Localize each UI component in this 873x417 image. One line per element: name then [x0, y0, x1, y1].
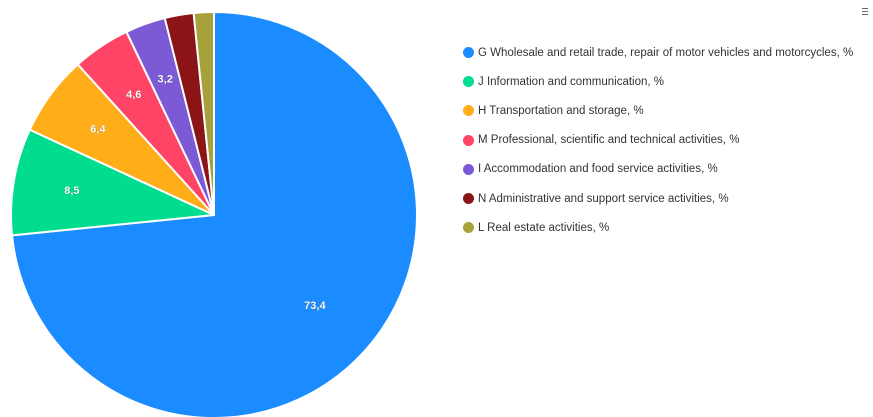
- pie-slices: [10, 11, 418, 417]
- data-label-m-professional: 4,6: [126, 89, 141, 101]
- legend-marker-icon: [463, 193, 474, 205]
- legend-marker-icon: [463, 47, 474, 59]
- pie-data-labels: 73,4 8,5 6,4 4,6 3,2: [64, 73, 327, 312]
- legend-label: H Transportation and storage, %: [478, 104, 644, 117]
- legend-marker-icon: [463, 76, 474, 88]
- data-label-g-wholesale-and-retail-trade: 73,4: [304, 300, 326, 312]
- legend-marker-icon: [463, 222, 474, 234]
- legend-item-j-information-and-communication[interactable]: J Information and communication, %: [463, 67, 853, 96]
- data-label-i-accommodation-and-food-service-activities: 3,2: [158, 73, 173, 85]
- pie-slice-l-real-estate-activities[interactable]: [192, 11, 215, 216]
- legend-marker-icon: [463, 163, 474, 175]
- legend-item-g-wholesale-and-retail-trade[interactable]: G Wholesale and retail trade, repair of …: [463, 38, 853, 67]
- hamburger-menu-icon[interactable]: [862, 8, 871, 17]
- chart-legend: G Wholesale and retail trade, repair of …: [463, 38, 853, 242]
- legend-marker-icon: [463, 105, 474, 117]
- data-label-j-information-and-communication: 8,5: [64, 185, 79, 197]
- data-label-h-transportation-and-storage: 6,4: [90, 123, 106, 135]
- legend-item-l-real-estate-activities[interactable]: L Real estate activities, %: [463, 213, 853, 242]
- legend-item-h-transportation-and-storage[interactable]: H Transportation and storage, %: [463, 96, 853, 125]
- legend-label: L Real estate activities, %: [478, 221, 610, 234]
- legend-item-n-administrative-and-support-service-activities[interactable]: N Administrative and support service act…: [463, 184, 853, 213]
- pie-slice-j-information-and-communication[interactable]: [10, 128, 215, 237]
- legend-marker-icon: [463, 134, 474, 146]
- legend-label: N Administrative and support service act…: [478, 192, 729, 205]
- legend-label: G Wholesale and retail trade, repair of …: [478, 46, 854, 59]
- legend-item-m-professional[interactable]: M Professional, scientific and technical…: [463, 126, 853, 155]
- legend-label: J Information and communication, %: [478, 75, 665, 88]
- legend-label: M Professional, scientific and technical…: [478, 134, 740, 147]
- legend-label: I Accommodation and food service activit…: [478, 163, 718, 176]
- legend-item-i-accommodation-and-food-service-activities[interactable]: I Accommodation and food service activit…: [463, 155, 853, 184]
